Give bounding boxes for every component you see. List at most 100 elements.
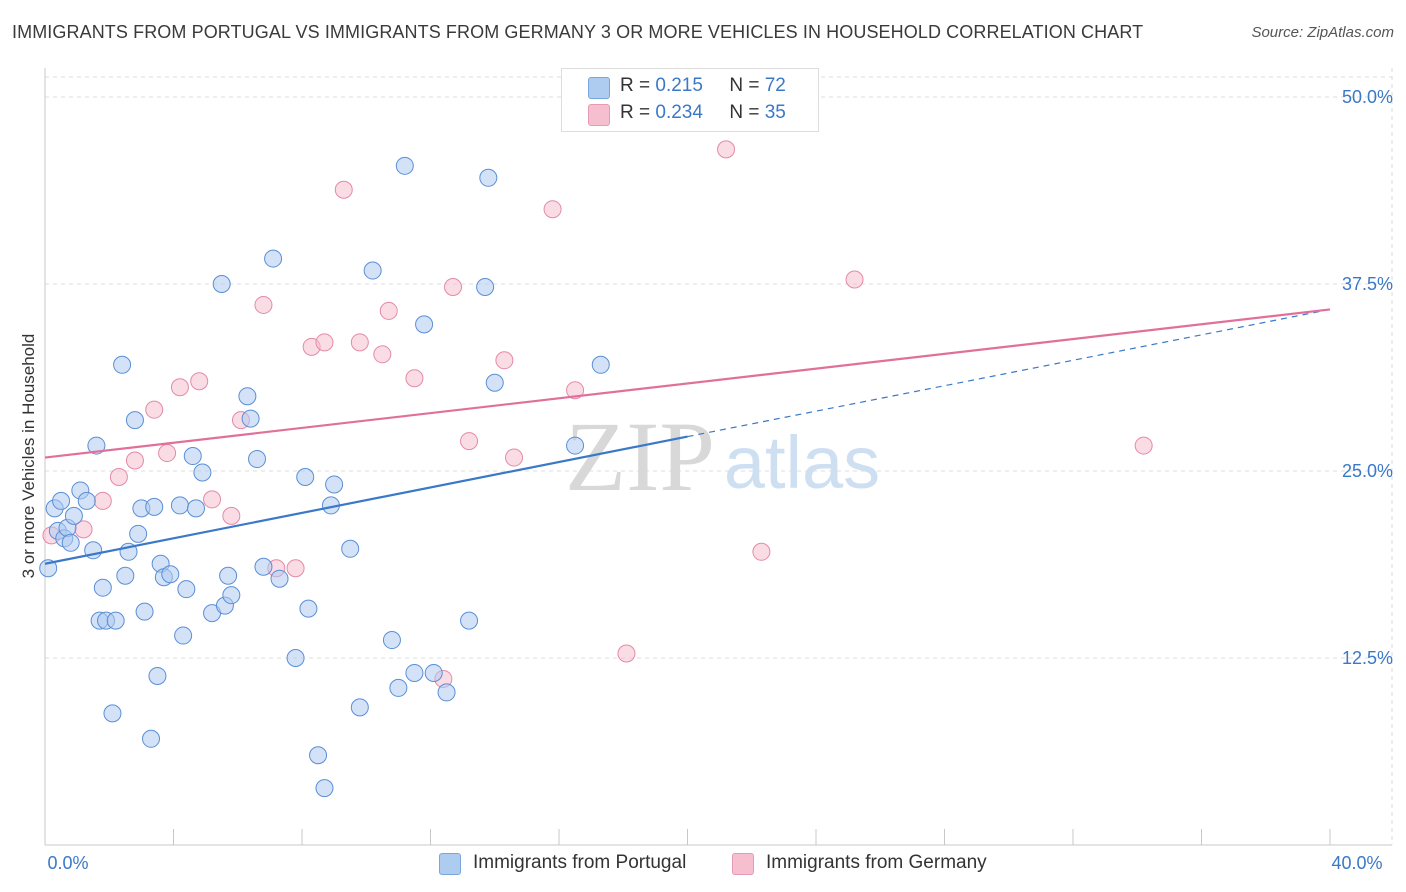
point-portugal [309, 746, 328, 765]
point-portugal [241, 409, 260, 428]
point-portugal [116, 566, 135, 585]
point-germany [158, 444, 177, 463]
point-germany [350, 333, 369, 352]
point-germany [286, 559, 305, 578]
n-value-germany: 35 [764, 102, 786, 123]
r-value-germany: 0.234 [655, 102, 703, 123]
point-portugal [382, 631, 401, 650]
points-portugal [39, 156, 610, 798]
point-portugal [193, 463, 212, 482]
point-portugal [424, 663, 443, 682]
point-germany [717, 140, 736, 159]
legend-swatch-portugal [588, 77, 610, 99]
point-portugal [405, 663, 424, 682]
trend-layer [44, 308, 1331, 565]
point-germany [190, 372, 209, 391]
y-tick-label: 25.0% [1342, 461, 1393, 481]
point-germany [334, 180, 353, 199]
point-portugal [106, 611, 125, 630]
point-portugal [315, 779, 334, 798]
point-portugal [219, 566, 238, 585]
point-portugal [591, 355, 610, 374]
point-portugal [177, 580, 196, 599]
point-germany [145, 400, 164, 419]
point-portugal [212, 275, 231, 293]
point-portugal [437, 683, 456, 702]
x-tick-label-min: 0.0% [47, 853, 88, 873]
point-portugal [113, 355, 132, 374]
grid-layer [45, 68, 1393, 845]
point-germany [543, 200, 562, 219]
point-germany [373, 345, 392, 364]
point-germany [1134, 436, 1153, 455]
point-portugal [125, 411, 144, 430]
point-portugal [61, 533, 80, 552]
point-germany [752, 542, 771, 561]
y-tick-label: 50.0% [1342, 87, 1393, 107]
bottom-legend-swatch-portugal [439, 853, 461, 875]
point-portugal [222, 586, 241, 605]
point-portugal [350, 698, 369, 717]
point-germany [203, 490, 222, 509]
point-portugal [485, 373, 504, 392]
point-germany [505, 448, 524, 467]
point-portugal [264, 249, 283, 268]
point-germany [125, 451, 144, 470]
point-portugal [395, 156, 414, 175]
bottom-legend-label-portugal: Immigrants from Portugal [473, 852, 687, 873]
point-portugal [87, 436, 106, 455]
point-portugal [248, 450, 267, 469]
r-label: R = [620, 75, 651, 96]
point-portugal [170, 496, 189, 515]
trend-line-portugal [44, 435, 688, 565]
watermark-atlas: atlas [724, 421, 880, 504]
y-tick-label: 12.5% [1342, 648, 1393, 668]
point-portugal [566, 436, 585, 455]
n-label: N = [729, 75, 760, 96]
point-portugal [39, 559, 58, 578]
legend-swatch-germany [588, 104, 610, 126]
point-germany [379, 301, 398, 320]
point-portugal [341, 539, 360, 558]
trend-line-germany [44, 308, 1331, 459]
source-label: Source: ZipAtlas.com [1251, 24, 1394, 41]
x-tick-label-max: 40.0% [1331, 853, 1382, 873]
r-value-portugal: 0.215 [655, 75, 703, 96]
point-portugal [161, 565, 180, 584]
point-portugal [363, 261, 382, 280]
correlation-legend: R = 0.215 N = 72 R = 0.234 N = 35 [561, 68, 819, 132]
point-portugal [270, 569, 289, 588]
point-portugal [174, 626, 193, 645]
point-portugal [64, 506, 83, 525]
point-germany [566, 381, 585, 400]
point-portugal [389, 678, 408, 697]
point-germany [405, 369, 424, 388]
point-portugal [286, 649, 305, 667]
point-portugal [77, 491, 96, 510]
axis-layer [44, 68, 1392, 846]
point-portugal [479, 168, 498, 187]
y-axis-label: 3 or more Vehicles in Household [19, 334, 38, 579]
point-germany [617, 644, 636, 663]
point-portugal [299, 599, 318, 618]
point-germany [495, 351, 514, 370]
y-tick-labels: 12.5% 25.0% 37.5% 50.0% [1342, 87, 1393, 668]
point-portugal [476, 277, 495, 296]
point-portugal [254, 557, 273, 576]
point-portugal [296, 467, 315, 486]
point-germany [443, 277, 462, 296]
n-value-portugal: 72 [764, 75, 786, 96]
point-portugal [135, 602, 154, 621]
point-portugal [103, 704, 122, 723]
point-germany [845, 270, 864, 289]
r-label: R = [620, 102, 651, 123]
point-germany [254, 295, 273, 314]
chart-title: IMMIGRANTS FROM PORTUGAL VS IMMIGRANTS F… [12, 22, 1144, 42]
point-portugal [325, 475, 344, 494]
point-germany [170, 378, 189, 397]
n-label: N = [729, 102, 760, 123]
point-portugal [238, 387, 257, 406]
point-portugal [93, 578, 112, 597]
point-germany [460, 432, 479, 451]
point-germany [315, 333, 334, 352]
